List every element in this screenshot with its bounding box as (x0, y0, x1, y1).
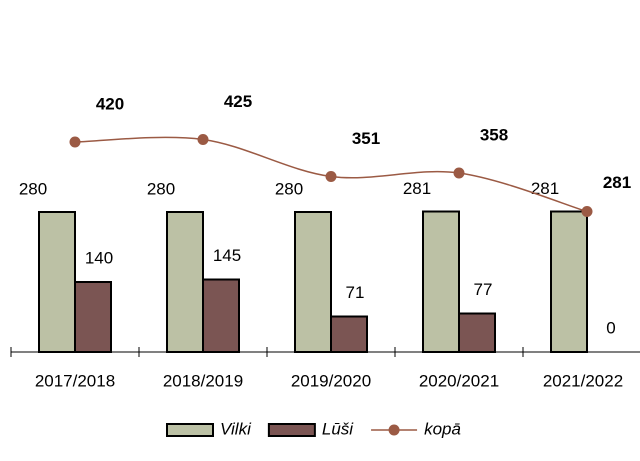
bar-value-label: 145 (213, 246, 241, 265)
legend-swatch (166, 423, 214, 437)
bar-value-label: 140 (85, 248, 113, 267)
bar-value-label: 281 (531, 179, 559, 198)
line-value-label: 351 (352, 129, 380, 148)
bar (330, 315, 368, 353)
bar-value-label: 281 (403, 179, 431, 198)
bar-value-label: 0 (606, 318, 615, 337)
line-value-label: 425 (224, 92, 252, 111)
line-value-label: 358 (480, 125, 508, 144)
line-marker (325, 171, 337, 182)
legend-swatch (388, 424, 400, 436)
bar (458, 312, 496, 353)
x-tick-label: 2021/2022 (543, 371, 623, 390)
x-tick-label: 2019/2020 (291, 371, 371, 390)
bar (550, 210, 588, 353)
legend-label: Lūši (322, 419, 354, 438)
bar (166, 211, 204, 353)
line-value-label: 420 (96, 94, 124, 113)
x-tick-label: 2017/2018 (35, 371, 115, 390)
bar (202, 278, 240, 353)
bar (422, 210, 460, 353)
bar-value-label: 71 (346, 283, 365, 302)
x-tick-label: 2018/2019 (163, 371, 243, 390)
bar-value-label: 280 (19, 179, 47, 198)
x-tick-label: 2020/2021 (419, 371, 499, 390)
bar (38, 211, 76, 353)
bar (74, 281, 112, 353)
bar (294, 211, 332, 353)
legend-label: kopā (424, 419, 461, 438)
bar-value-label: 280 (147, 179, 175, 198)
line-marker (197, 134, 209, 145)
line-marker (453, 167, 465, 179)
bar-value-label: 77 (474, 280, 493, 299)
legend-label: Vilki (220, 419, 252, 438)
line-value-label: 281 (603, 173, 631, 192)
bar-value-label: 280 (275, 179, 303, 198)
line-marker (69, 136, 81, 148)
legend-swatch (267, 423, 316, 437)
line-marker (581, 206, 593, 217)
